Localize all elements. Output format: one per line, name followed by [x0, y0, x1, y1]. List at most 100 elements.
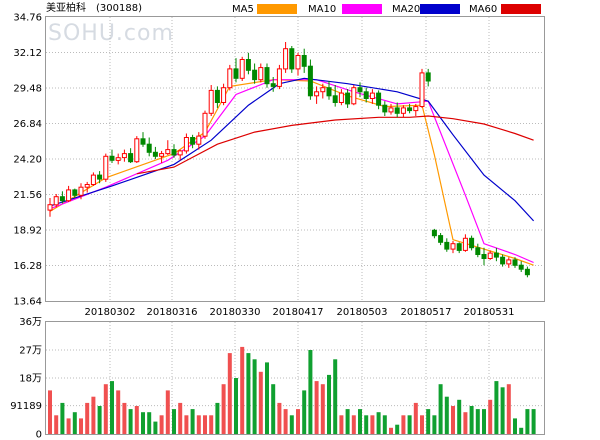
candle	[97, 171, 103, 184]
price-tick-label: 18.92	[13, 226, 42, 237]
volume-bar	[116, 390, 121, 434]
volume-bar	[215, 402, 220, 434]
volume-bar	[134, 406, 139, 434]
candle-body	[202, 112, 208, 137]
volume-bar	[494, 381, 499, 434]
volume-bar	[271, 384, 276, 434]
volume-bar	[364, 415, 369, 434]
legend: MA5 MA10 MA20 MA60	[232, 4, 541, 15]
candle-body	[413, 106, 419, 112]
candle-body	[357, 87, 363, 93]
volume-bar	[376, 412, 381, 434]
candlesticks	[47, 42, 530, 278]
volume-bar	[413, 402, 418, 434]
candle-body	[53, 196, 59, 206]
volume-bar	[320, 384, 325, 434]
moving-average-lines	[49, 77, 535, 266]
volume-bar	[438, 384, 443, 434]
candle	[518, 261, 524, 272]
volume-bar	[401, 415, 406, 434]
candle-body	[103, 155, 109, 180]
candle-body	[475, 247, 481, 256]
legend-label-ma5: MA5	[232, 4, 254, 15]
candle	[326, 81, 332, 100]
candle	[59, 191, 65, 204]
candle-body	[190, 137, 196, 145]
candle-body	[493, 252, 499, 258]
date-tick-label: 20180302	[85, 307, 136, 318]
candle-body	[72, 189, 78, 196]
volume-bar	[60, 402, 65, 434]
candle-body	[524, 268, 530, 276]
candle	[400, 105, 406, 118]
candle-body	[345, 92, 351, 105]
volume-bar	[302, 390, 307, 434]
candle-body	[90, 174, 96, 186]
price-tick-label: 26.84	[13, 119, 42, 130]
candle-body	[84, 184, 90, 188]
candle-body	[314, 91, 320, 97]
date-tick-label: 20180417	[273, 307, 324, 318]
volume-bar	[91, 396, 96, 434]
volume-bar	[389, 427, 393, 434]
candle	[115, 153, 121, 165]
legend-swatch-ma20	[420, 4, 460, 14]
candle	[177, 149, 183, 161]
volume-bar	[488, 399, 493, 434]
candle	[314, 86, 320, 104]
candle-body	[382, 104, 388, 113]
candle	[190, 134, 196, 149]
candle	[146, 137, 152, 157]
volume-bar	[289, 415, 294, 434]
candle	[407, 103, 413, 114]
volume-bar	[159, 415, 164, 434]
candle-body	[183, 137, 189, 152]
candle	[487, 250, 493, 260]
candle-body	[450, 243, 456, 250]
candle-body	[239, 59, 245, 79]
candle	[276, 64, 282, 90]
candle	[134, 136, 140, 163]
price-axis-labels: 34.76 32.12 29.48 26.84 24.20 21.56 18.92 16.28…	[13, 13, 42, 308]
candle	[338, 89, 344, 106]
volume-bar	[358, 409, 362, 434]
volume-axis-labels: 36万 27万 18万 91189 0	[10, 317, 42, 440]
volume-bar	[252, 359, 257, 434]
candle-body	[252, 69, 258, 81]
candle-body	[245, 59, 251, 71]
candle-body	[307, 65, 313, 97]
volume-bar	[240, 346, 245, 434]
legend-label-ma60: MA60	[469, 4, 497, 15]
candle	[47, 198, 53, 217]
candle	[493, 247, 499, 262]
volume-bar	[209, 415, 214, 434]
candle	[221, 83, 227, 106]
volume-bar	[153, 421, 158, 434]
candle-body	[351, 87, 357, 105]
candle	[78, 183, 84, 200]
volume-bar	[79, 418, 83, 434]
volume-bar	[432, 415, 437, 434]
volume-bar	[66, 418, 71, 434]
candle-body	[276, 68, 282, 87]
candle	[475, 243, 481, 258]
volume-bar	[190, 409, 195, 434]
ma-line-ma60	[136, 115, 534, 175]
candle-body	[59, 196, 65, 202]
candle-body	[47, 204, 53, 211]
candle-body	[363, 91, 369, 100]
candle-body	[115, 157, 121, 161]
volume-bar	[165, 390, 170, 434]
candle-body	[134, 138, 140, 163]
candle	[419, 68, 425, 108]
candle-body	[221, 87, 227, 103]
price-tick-label: 32.12	[13, 48, 42, 59]
volume-bar	[531, 409, 536, 434]
volume-panel-frame	[45, 321, 545, 435]
candle	[109, 149, 115, 163]
date-tick-label: 20180517	[401, 307, 452, 318]
candle-body	[444, 241, 450, 250]
candle-body	[128, 153, 134, 163]
volume-bar	[370, 415, 375, 434]
